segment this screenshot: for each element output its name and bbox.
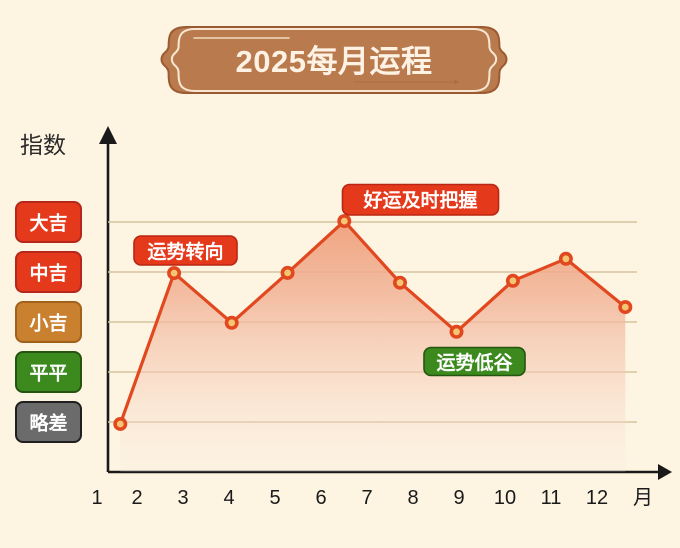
- svg-text:5: 5: [269, 487, 280, 509]
- svg-text:平平: 平平: [29, 364, 67, 385]
- svg-text:指数: 指数: [20, 132, 66, 158]
- svg-text:1: 1: [91, 487, 102, 509]
- svg-text:6: 6: [315, 487, 326, 509]
- svg-text:10: 10: [494, 487, 516, 509]
- svg-text:4: 4: [223, 487, 234, 509]
- svg-text:2: 2: [131, 487, 142, 509]
- svg-text:中吉: 中吉: [29, 262, 67, 285]
- svg-text:月: 月: [633, 487, 653, 509]
- svg-text:运势低谷: 运势低谷: [436, 351, 513, 374]
- svg-text:9: 9: [453, 487, 464, 509]
- svg-text:大吉: 大吉: [29, 212, 67, 235]
- svg-text:11: 11: [541, 487, 562, 509]
- svg-text:小吉: 小吉: [29, 312, 67, 335]
- svg-text:运势转向: 运势转向: [147, 240, 223, 263]
- svg-text:8: 8: [407, 487, 418, 509]
- svg-text:7: 7: [361, 487, 372, 509]
- svg-text:略差: 略差: [29, 412, 67, 435]
- svg-text:2025每月运程: 2025每月运程: [236, 44, 433, 79]
- svg-text:好运及时把握: 好运及时把握: [362, 189, 477, 212]
- svg-text:12: 12: [586, 487, 608, 509]
- svg-text:3: 3: [177, 487, 188, 509]
